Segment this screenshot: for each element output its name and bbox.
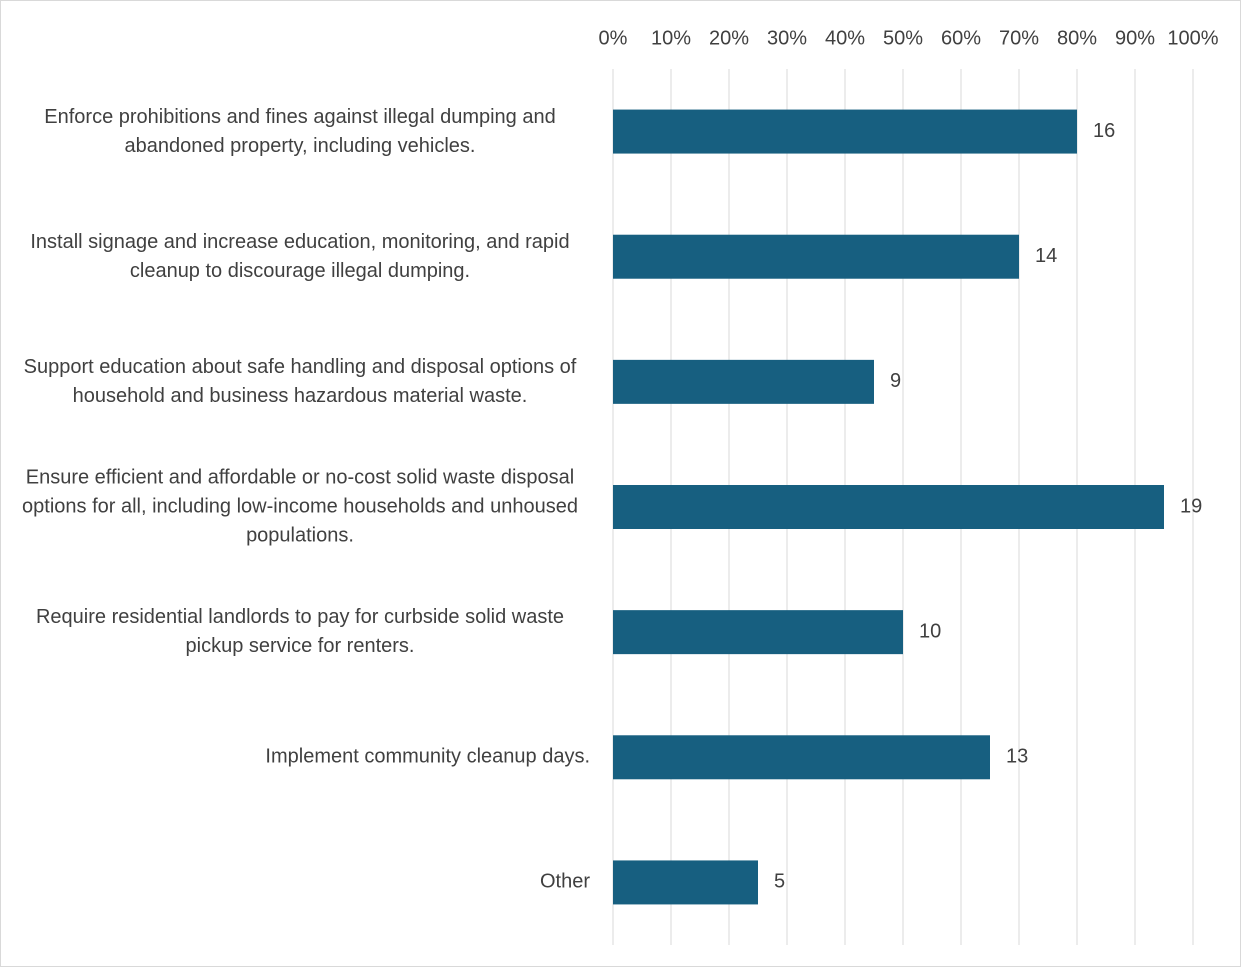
category-label-box: Implement community cleanup days. bbox=[10, 743, 590, 772]
x-tick-label: 30% bbox=[767, 27, 807, 49]
x-tick-label: 100% bbox=[1167, 27, 1218, 49]
y-tick-label: Require residential landlords to pay for… bbox=[35, 606, 565, 658]
x-tick-label: 90% bbox=[1115, 27, 1155, 49]
bar bbox=[613, 735, 990, 780]
category-label-box: Require residential landlords to pay for… bbox=[10, 603, 590, 661]
data-label: 13 bbox=[1006, 746, 1028, 768]
y-tick-label: Ensure efficient and affordable or no-co… bbox=[22, 466, 578, 547]
x-tick-label: 10% bbox=[651, 27, 691, 49]
data-label: 9 bbox=[890, 370, 901, 392]
bar bbox=[613, 234, 1019, 279]
y-tick-label: Enforce prohibitions and fines against i… bbox=[44, 105, 556, 157]
x-tick-label: 60% bbox=[941, 27, 981, 49]
y-tick-label: Other bbox=[539, 870, 590, 893]
bar bbox=[613, 109, 1077, 154]
data-label: 19 bbox=[1180, 495, 1202, 517]
category-label-box: Enforce prohibitions and fines against i… bbox=[10, 103, 590, 161]
x-tick-label: 80% bbox=[1057, 27, 1097, 49]
bar bbox=[613, 359, 874, 404]
category-label-box: Support education about safe handling an… bbox=[10, 353, 590, 411]
x-tick-label: 70% bbox=[999, 27, 1039, 49]
data-label: 5 bbox=[774, 871, 785, 893]
data-label: 16 bbox=[1093, 120, 1115, 142]
bar bbox=[613, 610, 903, 655]
y-tick-label: Install signage and increase education, … bbox=[30, 230, 570, 282]
bar bbox=[613, 485, 1164, 529]
x-tick-label: 20% bbox=[709, 27, 749, 49]
category-label-box: Install signage and increase education, … bbox=[10, 228, 590, 286]
x-tick-label: 0% bbox=[599, 27, 628, 49]
bar bbox=[613, 860, 758, 905]
data-label: 10 bbox=[919, 620, 941, 642]
x-tick-label: 40% bbox=[825, 27, 865, 49]
category-label-box: Other bbox=[10, 868, 590, 897]
x-tick-label: 50% bbox=[883, 27, 923, 49]
y-tick-label: Implement community cleanup days. bbox=[265, 745, 590, 768]
y-tick-label: Support education about safe handling an… bbox=[23, 355, 577, 407]
data-label: 14 bbox=[1035, 245, 1057, 267]
category-label-box: Ensure efficient and affordable or no-co… bbox=[10, 464, 590, 551]
